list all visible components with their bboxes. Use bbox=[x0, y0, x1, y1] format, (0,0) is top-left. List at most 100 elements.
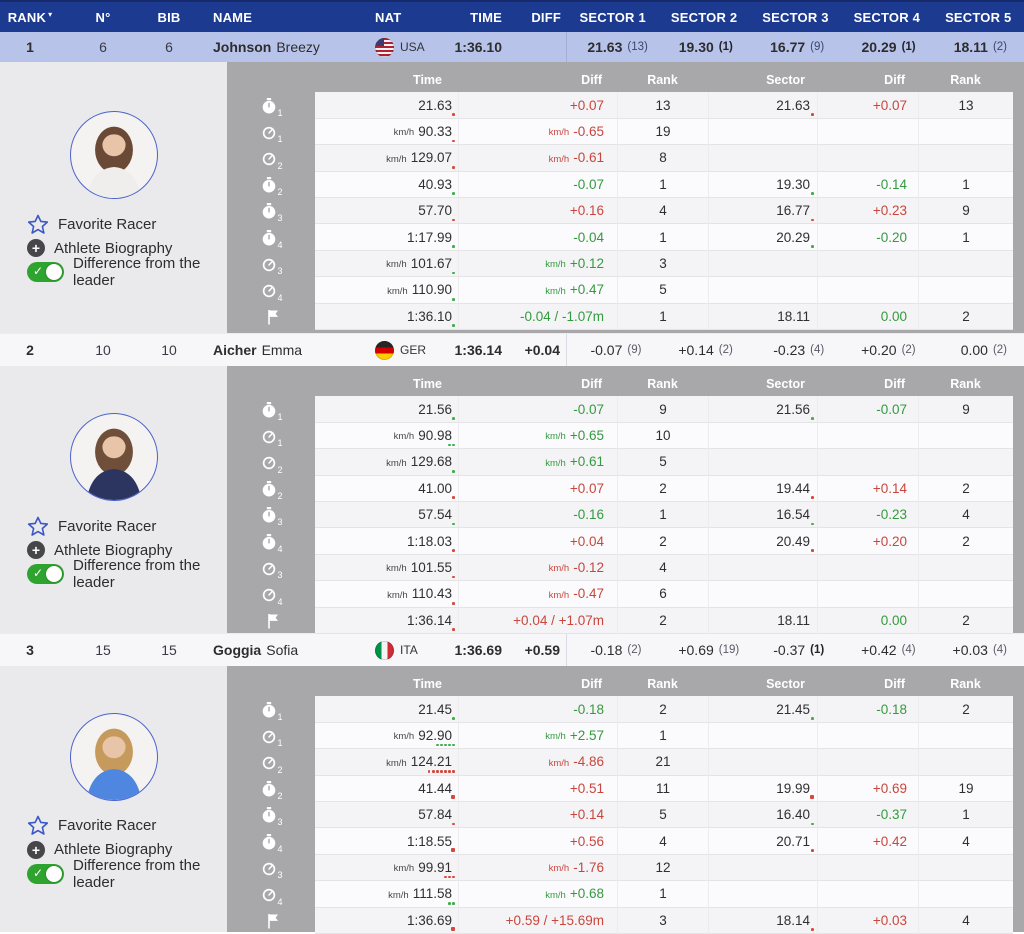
sector-value: -0.23 bbox=[773, 342, 806, 358]
athlete-biography-button[interactable]: + Athlete Biography bbox=[27, 538, 227, 562]
rank-value-cell: 13 bbox=[617, 92, 708, 119]
column-header-sector-3[interactable]: SECTOR 3 bbox=[750, 10, 841, 25]
sector-value-cell bbox=[708, 854, 817, 882]
time-value-cell: km/h 92.90 bbox=[315, 722, 458, 750]
sector-value: -0.18 bbox=[590, 642, 623, 658]
sector-diff-cell bbox=[817, 277, 918, 304]
detail-header-rank: Rank bbox=[647, 376, 678, 391]
sector-rank-cell: 1 bbox=[918, 224, 1013, 251]
rank-value-cell: 8 bbox=[617, 145, 708, 172]
difference-toggle-row[interactable]: ✓ Difference from the leader bbox=[27, 857, 227, 891]
plus-icon: + bbox=[27, 239, 45, 257]
difference-toggle-row[interactable]: ✓ Difference from the leader bbox=[27, 255, 227, 289]
sector-diff-cell: +0.07 bbox=[817, 92, 918, 119]
column-header-n[interactable]: N° bbox=[60, 10, 146, 25]
flag-ger-icon bbox=[375, 340, 394, 360]
icon-index: 4 bbox=[277, 543, 283, 554]
difference-toggle-switch[interactable]: ✓ bbox=[27, 863, 64, 884]
sector-detail-table: Time Diff Rank Sector Diff Rank 1 21.63 +0.07 13 2… bbox=[227, 62, 1024, 333]
racer-summary-row[interactable]: 2 10 10 Aicher Emma GER 1:36.14 +0.04 -0.07 (9) +0… bbox=[0, 333, 1024, 366]
diff-value: +0.07 bbox=[569, 480, 604, 496]
column-header-sector-5[interactable]: SECTOR 5 bbox=[933, 10, 1024, 25]
sector-value-cell bbox=[708, 749, 817, 776]
rank-cell: 2 bbox=[26, 342, 34, 358]
sector-value: 19.30 bbox=[678, 39, 714, 55]
trend-dots-sector bbox=[811, 192, 814, 195]
rank-value-cell: 6 bbox=[617, 581, 708, 608]
results-table-header: RANK ▾ N° BIB NAME NAT TIME DIFF SECTOR 1 SECTOR … bbox=[0, 0, 1024, 32]
racer-info-panel: Favorite Racer + Athlete Biography ✓ Differe… bbox=[0, 366, 227, 633]
time-value: 92.90 bbox=[418, 727, 452, 743]
column-header-sector-1[interactable]: SECTOR 1 bbox=[567, 10, 658, 25]
athlete-biography-button[interactable]: + Athlete Biography bbox=[27, 236, 227, 260]
name-cell: Johnson Breezy bbox=[192, 39, 368, 55]
column-header-name[interactable]: NAME bbox=[192, 10, 368, 25]
athlete-biography-button[interactable]: + Athlete Biography bbox=[27, 838, 227, 862]
column-header-time[interactable]: TIME bbox=[440, 10, 508, 25]
sector-rank: (9) bbox=[810, 41, 825, 53]
column-header-label: NAT bbox=[375, 9, 402, 25]
time-value: 101.67 bbox=[410, 255, 452, 271]
diff-value-cell: +0.04 bbox=[458, 528, 617, 555]
detail-row-icon-cell bbox=[230, 908, 315, 934]
sector-rank-cell: 4 bbox=[918, 907, 1013, 934]
column-header-sector-4[interactable]: SECTOR 4 bbox=[841, 10, 932, 25]
column-header-sector-2[interactable]: SECTOR 2 bbox=[658, 10, 749, 25]
difference-toggle-switch[interactable]: ✓ bbox=[27, 564, 64, 584]
icon-index: 4 bbox=[277, 843, 283, 854]
sector-diff-value: -0.20 bbox=[876, 229, 907, 245]
column-header-rank[interactable]: RANK ▾ bbox=[0, 10, 60, 25]
sector-3-cell: -0.23 (4) bbox=[750, 342, 841, 358]
detail-header-sector-rank: Rank bbox=[950, 676, 981, 691]
trend-dots-sector bbox=[811, 849, 814, 852]
racer-summary-row[interactable]: 1 6 6 Johnson Breezy USA 1:36.10 21.63 (13) 19.30… bbox=[0, 32, 1024, 62]
sector-rank: (1) bbox=[718, 41, 733, 53]
column-header-diff[interactable]: DIFF bbox=[508, 10, 567, 25]
toggle-knob bbox=[46, 566, 62, 582]
racer-summary-row[interactable]: 3 15 15 Goggia Sofia ITA 1:36.69 +0.59 -0.18 (2) +… bbox=[0, 633, 1024, 666]
sector-value-cell bbox=[708, 554, 817, 582]
sector-value-cell: 21.56 bbox=[708, 396, 817, 423]
sector-diff-value: +0.23 bbox=[872, 203, 907, 219]
time-value: 41.00 bbox=[418, 480, 452, 496]
sector-diff-value: 0.00 bbox=[880, 308, 907, 324]
sector-value-cell: 21.45 bbox=[708, 696, 817, 723]
column-header-nat[interactable]: NAT bbox=[368, 10, 440, 25]
speedometer-icon bbox=[262, 860, 276, 876]
favorite-racer-button[interactable]: Favorite Racer bbox=[27, 514, 227, 538]
sector-rank: (4) bbox=[901, 644, 916, 656]
favorite-racer-button[interactable]: Favorite Racer bbox=[27, 814, 227, 838]
column-header-bib[interactable]: BIB bbox=[146, 10, 192, 25]
sector-value: 20.49 bbox=[776, 533, 810, 549]
sector-diff-cell bbox=[817, 722, 918, 750]
column-header-label: SECTOR 1 bbox=[579, 9, 646, 25]
detail-row-icon-cell: 3 bbox=[230, 802, 315, 828]
rank-value-cell: 1 bbox=[617, 881, 708, 908]
sector-value: 20.71 bbox=[776, 833, 810, 849]
trend-dots-time bbox=[452, 469, 455, 473]
time-value-cell: 41.00 bbox=[315, 475, 458, 502]
sector-value-cell bbox=[708, 145, 817, 172]
favorite-racer-button[interactable]: Favorite Racer bbox=[27, 212, 227, 236]
time-value: 111.58 bbox=[412, 886, 452, 902]
time-value-cell: km/h 101.67 bbox=[315, 250, 458, 278]
sector-rank-cell: 2 bbox=[918, 303, 1013, 330]
diff-value-cell: +0.07 bbox=[458, 475, 617, 502]
difference-toggle-switch[interactable]: ✓ bbox=[27, 262, 64, 282]
trend-dots-sector bbox=[811, 522, 814, 526]
time-value: 21.45 bbox=[418, 701, 452, 717]
diff-value-cell: -0.16 bbox=[458, 501, 617, 529]
time-value-cell: 1:36.14 bbox=[315, 607, 458, 634]
sector-diff-value: +0.14 bbox=[872, 480, 907, 496]
speedometer-icon bbox=[262, 754, 276, 770]
sector-diff-value: +0.03 bbox=[872, 912, 907, 928]
time-value-cell: 1:36.10 bbox=[315, 303, 458, 330]
sector-diff-cell: +0.20 bbox=[817, 528, 918, 555]
sector-rank: (2) bbox=[718, 344, 733, 356]
flag-icon bbox=[266, 613, 280, 629]
difference-toggle-row[interactable]: ✓ Difference from the leader bbox=[27, 557, 227, 591]
difference-toggle-label: Difference from the leader bbox=[73, 255, 201, 289]
detail-header-sector-diff: Diff bbox=[884, 676, 905, 691]
sector-value: 0.00 bbox=[960, 342, 988, 358]
detail-row-icon-cell: 1 bbox=[230, 423, 315, 449]
